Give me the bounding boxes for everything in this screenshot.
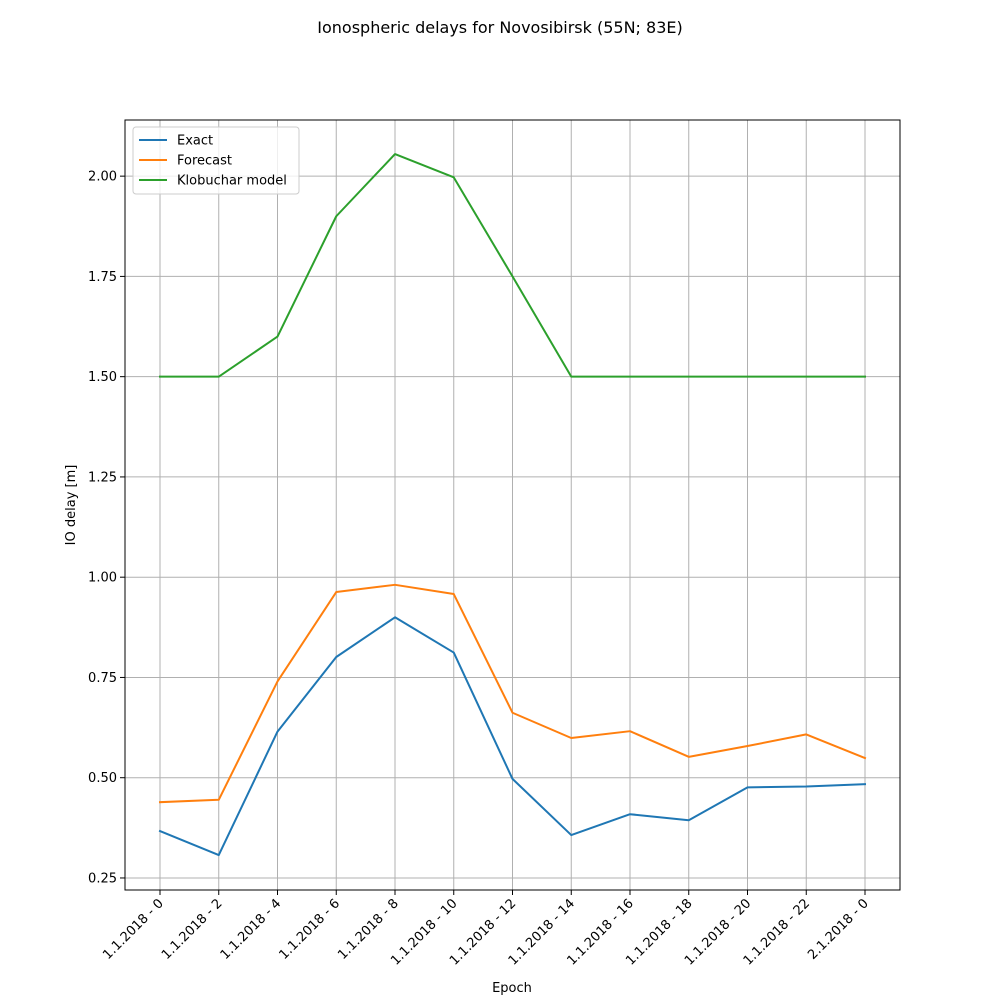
legend-label: Klobuchar model — [177, 174, 287, 189]
x-tick-label: 1.1.2018 - 0 — [100, 896, 167, 963]
legend-label: Exact — [177, 134, 213, 149]
x-axis-label: Epoch — [492, 981, 532, 996]
y-tick-label: 1.25 — [88, 470, 117, 485]
x-tick-label: 1.1.2018 - 2 — [159, 896, 226, 963]
chart-title: Ionospheric delays for Novosibirsk (55N;… — [317, 18, 682, 37]
y-tick-label: 0.75 — [88, 671, 117, 686]
x-tick-label: 2.1.2018 - 0 — [805, 896, 872, 963]
series-line-klobuchar-model — [159, 153, 866, 378]
series-line-forecast — [158, 583, 867, 804]
x-tick-label: 1.1.2018 - 4 — [218, 896, 285, 963]
legend-box — [132, 126, 300, 195]
x-tick-label: 1.1.2018 - 6 — [277, 896, 344, 963]
grid — [125, 120, 900, 890]
y-tick-label: 1.50 — [88, 370, 117, 385]
legend-label: Forecast — [177, 154, 232, 169]
series-line-exact — [158, 616, 867, 857]
y-tick-label: 0.25 — [88, 871, 117, 886]
y-tick-label: 0.50 — [88, 771, 117, 786]
legend: Exact Forecast Klobuchar model — [132, 126, 300, 195]
x-axis-ticks: 1.1.2018 - 01.1.2018 - 21.1.2018 - 41.1.… — [100, 890, 872, 969]
series-group — [158, 153, 867, 857]
y-tick-label: 2.00 — [88, 170, 117, 185]
y-axis-label: IO delay [m] — [64, 465, 79, 546]
y-axis-ticks: 0.25 0.50 0.75 1.00 1.25 1.50 1.75 2.00 — [88, 170, 125, 886]
x-tick-label: 1.1.2018 - 8 — [335, 896, 402, 963]
y-tick-label: 1.75 — [88, 270, 117, 285]
y-tick-label: 1.00 — [88, 571, 117, 586]
